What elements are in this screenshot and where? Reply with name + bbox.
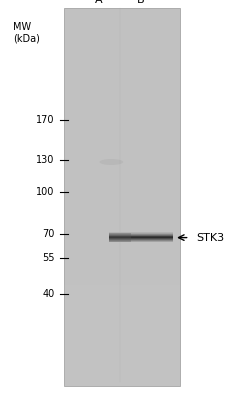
Bar [109, 232, 173, 233]
Bar [109, 233, 173, 234]
Bar [64, 96, 180, 109]
Bar [64, 361, 180, 374]
Bar [64, 184, 180, 197]
Bar [64, 310, 180, 323]
Bar [64, 21, 180, 33]
Bar [64, 109, 180, 121]
Bar [64, 159, 180, 172]
Bar [64, 348, 180, 361]
Bar [109, 236, 173, 237]
Bar [64, 285, 180, 298]
Bar [109, 235, 173, 236]
Text: MW
(kDa): MW (kDa) [13, 22, 40, 44]
Bar [64, 273, 180, 285]
Text: 70: 70 [42, 229, 55, 239]
Bar [109, 233, 131, 242]
Text: 40: 40 [42, 289, 55, 299]
Text: 55: 55 [42, 253, 55, 263]
Bar [64, 235, 180, 247]
Bar [109, 234, 173, 235]
Bar [109, 239, 173, 240]
Text: 130: 130 [36, 155, 55, 165]
Text: 100: 100 [36, 187, 55, 197]
Bar [64, 8, 180, 20]
Bar [64, 147, 180, 159]
Bar [64, 374, 180, 386]
Bar [109, 241, 173, 242]
Bar [109, 239, 173, 240]
Bar [109, 233, 173, 234]
Bar [109, 237, 173, 238]
Bar [64, 197, 180, 210]
Bar [109, 238, 173, 239]
Bar [64, 84, 180, 96]
Bar [64, 336, 180, 348]
Bar [64, 222, 180, 235]
Bar [64, 247, 180, 260]
Bar [64, 172, 180, 184]
Bar [64, 323, 180, 336]
Text: A: A [95, 0, 102, 5]
Bar [109, 241, 173, 242]
Bar [64, 71, 180, 84]
Bar [109, 238, 173, 239]
Bar [64, 134, 180, 147]
Bar [64, 46, 180, 58]
Text: STK3: STK3 [197, 232, 225, 242]
Bar [64, 58, 180, 71]
Bar [109, 240, 173, 241]
Bar [109, 235, 173, 236]
Bar [64, 33, 180, 46]
Text: 170: 170 [36, 115, 55, 125]
Bar [64, 122, 180, 134]
Bar [64, 8, 180, 386]
Bar [109, 240, 173, 241]
Bar [64, 260, 180, 273]
Ellipse shape [100, 159, 123, 165]
Bar [64, 210, 180, 222]
Text: B: B [137, 0, 145, 5]
Bar [64, 298, 180, 310]
Bar [109, 236, 173, 237]
